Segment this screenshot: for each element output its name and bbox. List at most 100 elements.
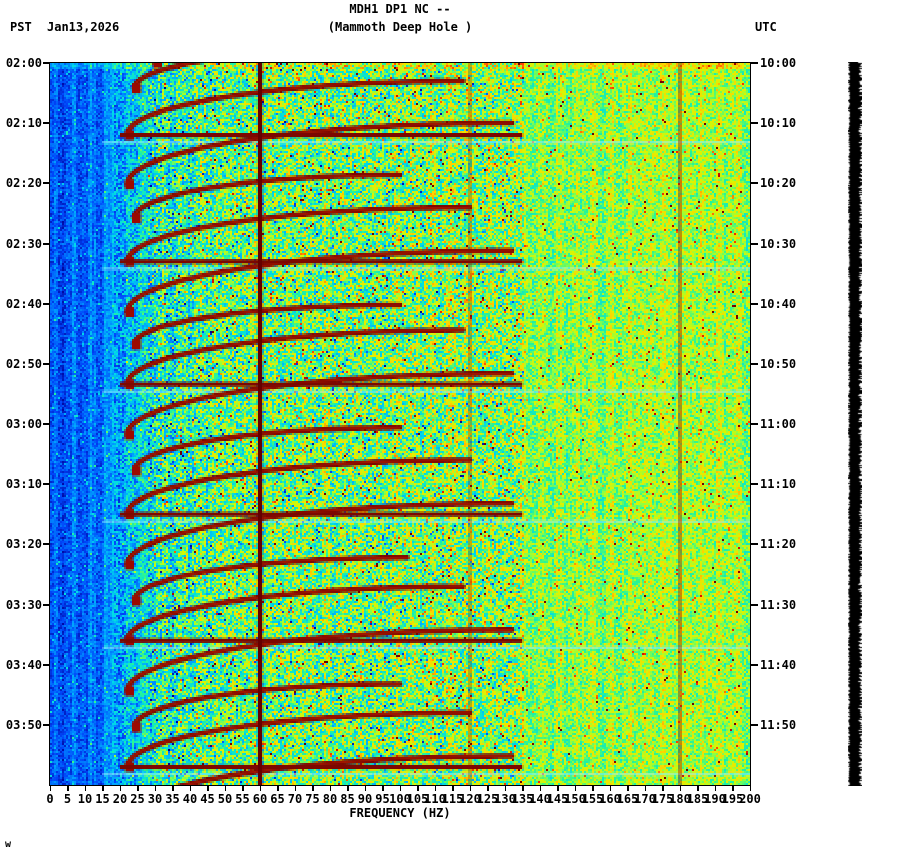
freq-tick-label: 170 <box>634 792 656 806</box>
freq-tick-label: 65 <box>270 792 285 806</box>
freq-tick <box>714 786 716 791</box>
freq-tick <box>732 786 734 791</box>
freq-tick-label: 195 <box>721 792 744 806</box>
left-time-tick <box>43 603 50 606</box>
freq-tick <box>399 786 401 791</box>
right-time-tick <box>750 723 758 726</box>
freq-tick <box>154 786 156 791</box>
left-time-label: 03:30 <box>5 597 42 612</box>
freq-tick <box>609 786 611 791</box>
freq-tick-label: 160 <box>599 792 621 806</box>
freq-tick <box>469 786 471 791</box>
freq-tick <box>347 786 349 791</box>
timezone-right-label: UTC <box>755 20 777 34</box>
freq-tick-label: 140 <box>529 792 551 806</box>
left-time-label: 02:50 <box>5 356 42 371</box>
right-time-tick <box>750 242 758 245</box>
freq-tick-label: 5 <box>63 792 72 806</box>
freq-tick-label: 20 <box>112 792 128 806</box>
freq-tick <box>504 786 506 791</box>
left-time-label: 02:30 <box>5 236 42 251</box>
freq-tick-label: 180 <box>669 792 691 806</box>
freq-tick <box>417 786 419 791</box>
freq-tick-label: 50 <box>217 792 233 806</box>
freq-tick <box>557 786 559 791</box>
freq-tick <box>102 786 104 791</box>
freq-tick-label: 0 <box>46 792 54 806</box>
left-time-tick <box>43 423 50 425</box>
spectrogram-canvas <box>50 63 750 785</box>
timezone-left-label: PST <box>10 20 32 34</box>
freq-tick <box>294 786 296 791</box>
freq-tick-label: 150 <box>564 792 586 806</box>
right-time-label: 10:00 <box>760 56 797 70</box>
left-time-label: 03:10 <box>5 477 42 492</box>
freq-tick <box>67 786 69 791</box>
freq-tick-label: 175 <box>651 792 674 806</box>
freq-tick-label: 185 <box>686 792 709 806</box>
left-time-tick <box>43 362 50 365</box>
freq-tick-label: 40 <box>182 792 198 806</box>
right-time-tick <box>750 603 758 606</box>
left-time-tick <box>43 122 50 125</box>
right-time-label: 11:20 <box>760 537 797 552</box>
freq-tick-label: 155 <box>581 792 604 806</box>
freq-tick <box>592 786 594 791</box>
left-time-tick <box>43 483 50 486</box>
freq-tick <box>277 786 279 791</box>
freq-tick-label: 115 <box>441 792 464 806</box>
right-time-tick <box>750 423 758 425</box>
left-time-label: 02:20 <box>5 176 42 191</box>
freq-tick <box>697 786 699 791</box>
right-time-tick <box>750 362 758 365</box>
freq-tick-label: 85 <box>340 792 355 806</box>
freq-tick-label: 25 <box>130 792 145 806</box>
right-time-label: 10:50 <box>760 356 797 371</box>
freq-tick-label: 10 <box>77 792 93 806</box>
left-time-label: 02:40 <box>5 296 42 311</box>
freq-tick <box>382 786 384 791</box>
left-time-tick <box>43 543 50 546</box>
right-time-label: 11:10 <box>760 477 797 492</box>
right-time-tick <box>750 483 758 486</box>
freq-tick <box>189 786 191 791</box>
left-time-label: 02:10 <box>5 116 42 131</box>
right-time-label: 11:50 <box>760 717 797 732</box>
freq-tick-label: 60 <box>252 792 268 806</box>
freq-tick <box>224 786 226 791</box>
freq-tick-label: 45 <box>200 792 215 806</box>
left-time-label: 03:00 <box>5 417 42 431</box>
freq-tick <box>487 786 489 791</box>
right-time-tick <box>750 62 758 64</box>
freq-tick <box>172 786 174 791</box>
freq-tick-label: 15 <box>95 792 110 806</box>
freq-tick <box>434 786 436 791</box>
page-subtitle: (Mammoth Deep Hole ) <box>327 20 473 34</box>
corner-mark: w <box>5 839 12 850</box>
freq-tick-label: 70 <box>287 792 303 806</box>
freq-tick-label: 165 <box>616 792 639 806</box>
freq-tick <box>749 786 751 791</box>
right-time-tick <box>750 182 758 185</box>
right-time-label: 11:30 <box>760 597 797 612</box>
right-time-tick <box>750 302 758 305</box>
freq-tick-label: 100 <box>389 792 411 806</box>
freq-tick-label: 190 <box>704 792 726 806</box>
right-time-label: 10:40 <box>760 296 797 311</box>
freq-tick-label: 90 <box>357 792 373 806</box>
freq-tick-label: 125 <box>476 792 499 806</box>
freq-tick <box>662 786 664 791</box>
seismogram-strip <box>848 62 862 786</box>
right-time-label: 11:00 <box>760 417 797 431</box>
freq-tick-label: 30 <box>147 792 163 806</box>
freq-tick-label: 120 <box>459 792 481 806</box>
freq-tick-label: 200 <box>739 792 761 806</box>
right-time-label: 11:40 <box>760 657 797 672</box>
freq-tick <box>627 786 629 791</box>
right-time-tick <box>750 663 758 666</box>
freq-tick-label: 95 <box>375 792 390 806</box>
left-time-tick <box>43 723 50 726</box>
freq-tick <box>259 786 261 791</box>
freq-tick <box>644 786 646 791</box>
